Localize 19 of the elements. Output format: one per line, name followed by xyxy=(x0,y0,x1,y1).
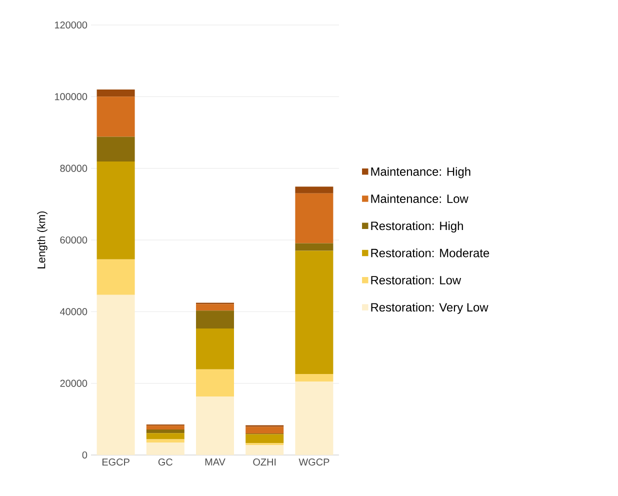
y-tick-label: 120000 xyxy=(55,21,88,29)
x-tick-label: MAV xyxy=(205,458,226,466)
legend-label: Maintenance: High xyxy=(371,167,470,178)
x-tick-label: WGCP xyxy=(298,458,330,466)
y-tick-label: 20000 xyxy=(60,380,88,387)
x-tick-label: EGCP xyxy=(102,458,130,466)
legend-label: Restoration: High xyxy=(371,221,463,232)
legend-label: Maintenance: Low xyxy=(371,194,468,203)
legend-label: Restoration: Moderate xyxy=(371,248,490,258)
legend-label: Restoration: Low xyxy=(371,276,462,284)
y-tick-label: 100000 xyxy=(55,93,88,100)
y-tick-label: 80000 xyxy=(60,164,88,172)
x-tick-label: GC xyxy=(158,458,172,466)
y-tick-label: 60000 xyxy=(60,236,88,244)
x-tick-label: OZHI xyxy=(253,458,276,466)
y-tick-label: 0 xyxy=(82,451,88,459)
y-tick-label: 40000 xyxy=(60,308,88,316)
y-axis-title: Length (km) xyxy=(37,211,48,268)
legend-label: Restoration: Very Low xyxy=(371,302,488,314)
